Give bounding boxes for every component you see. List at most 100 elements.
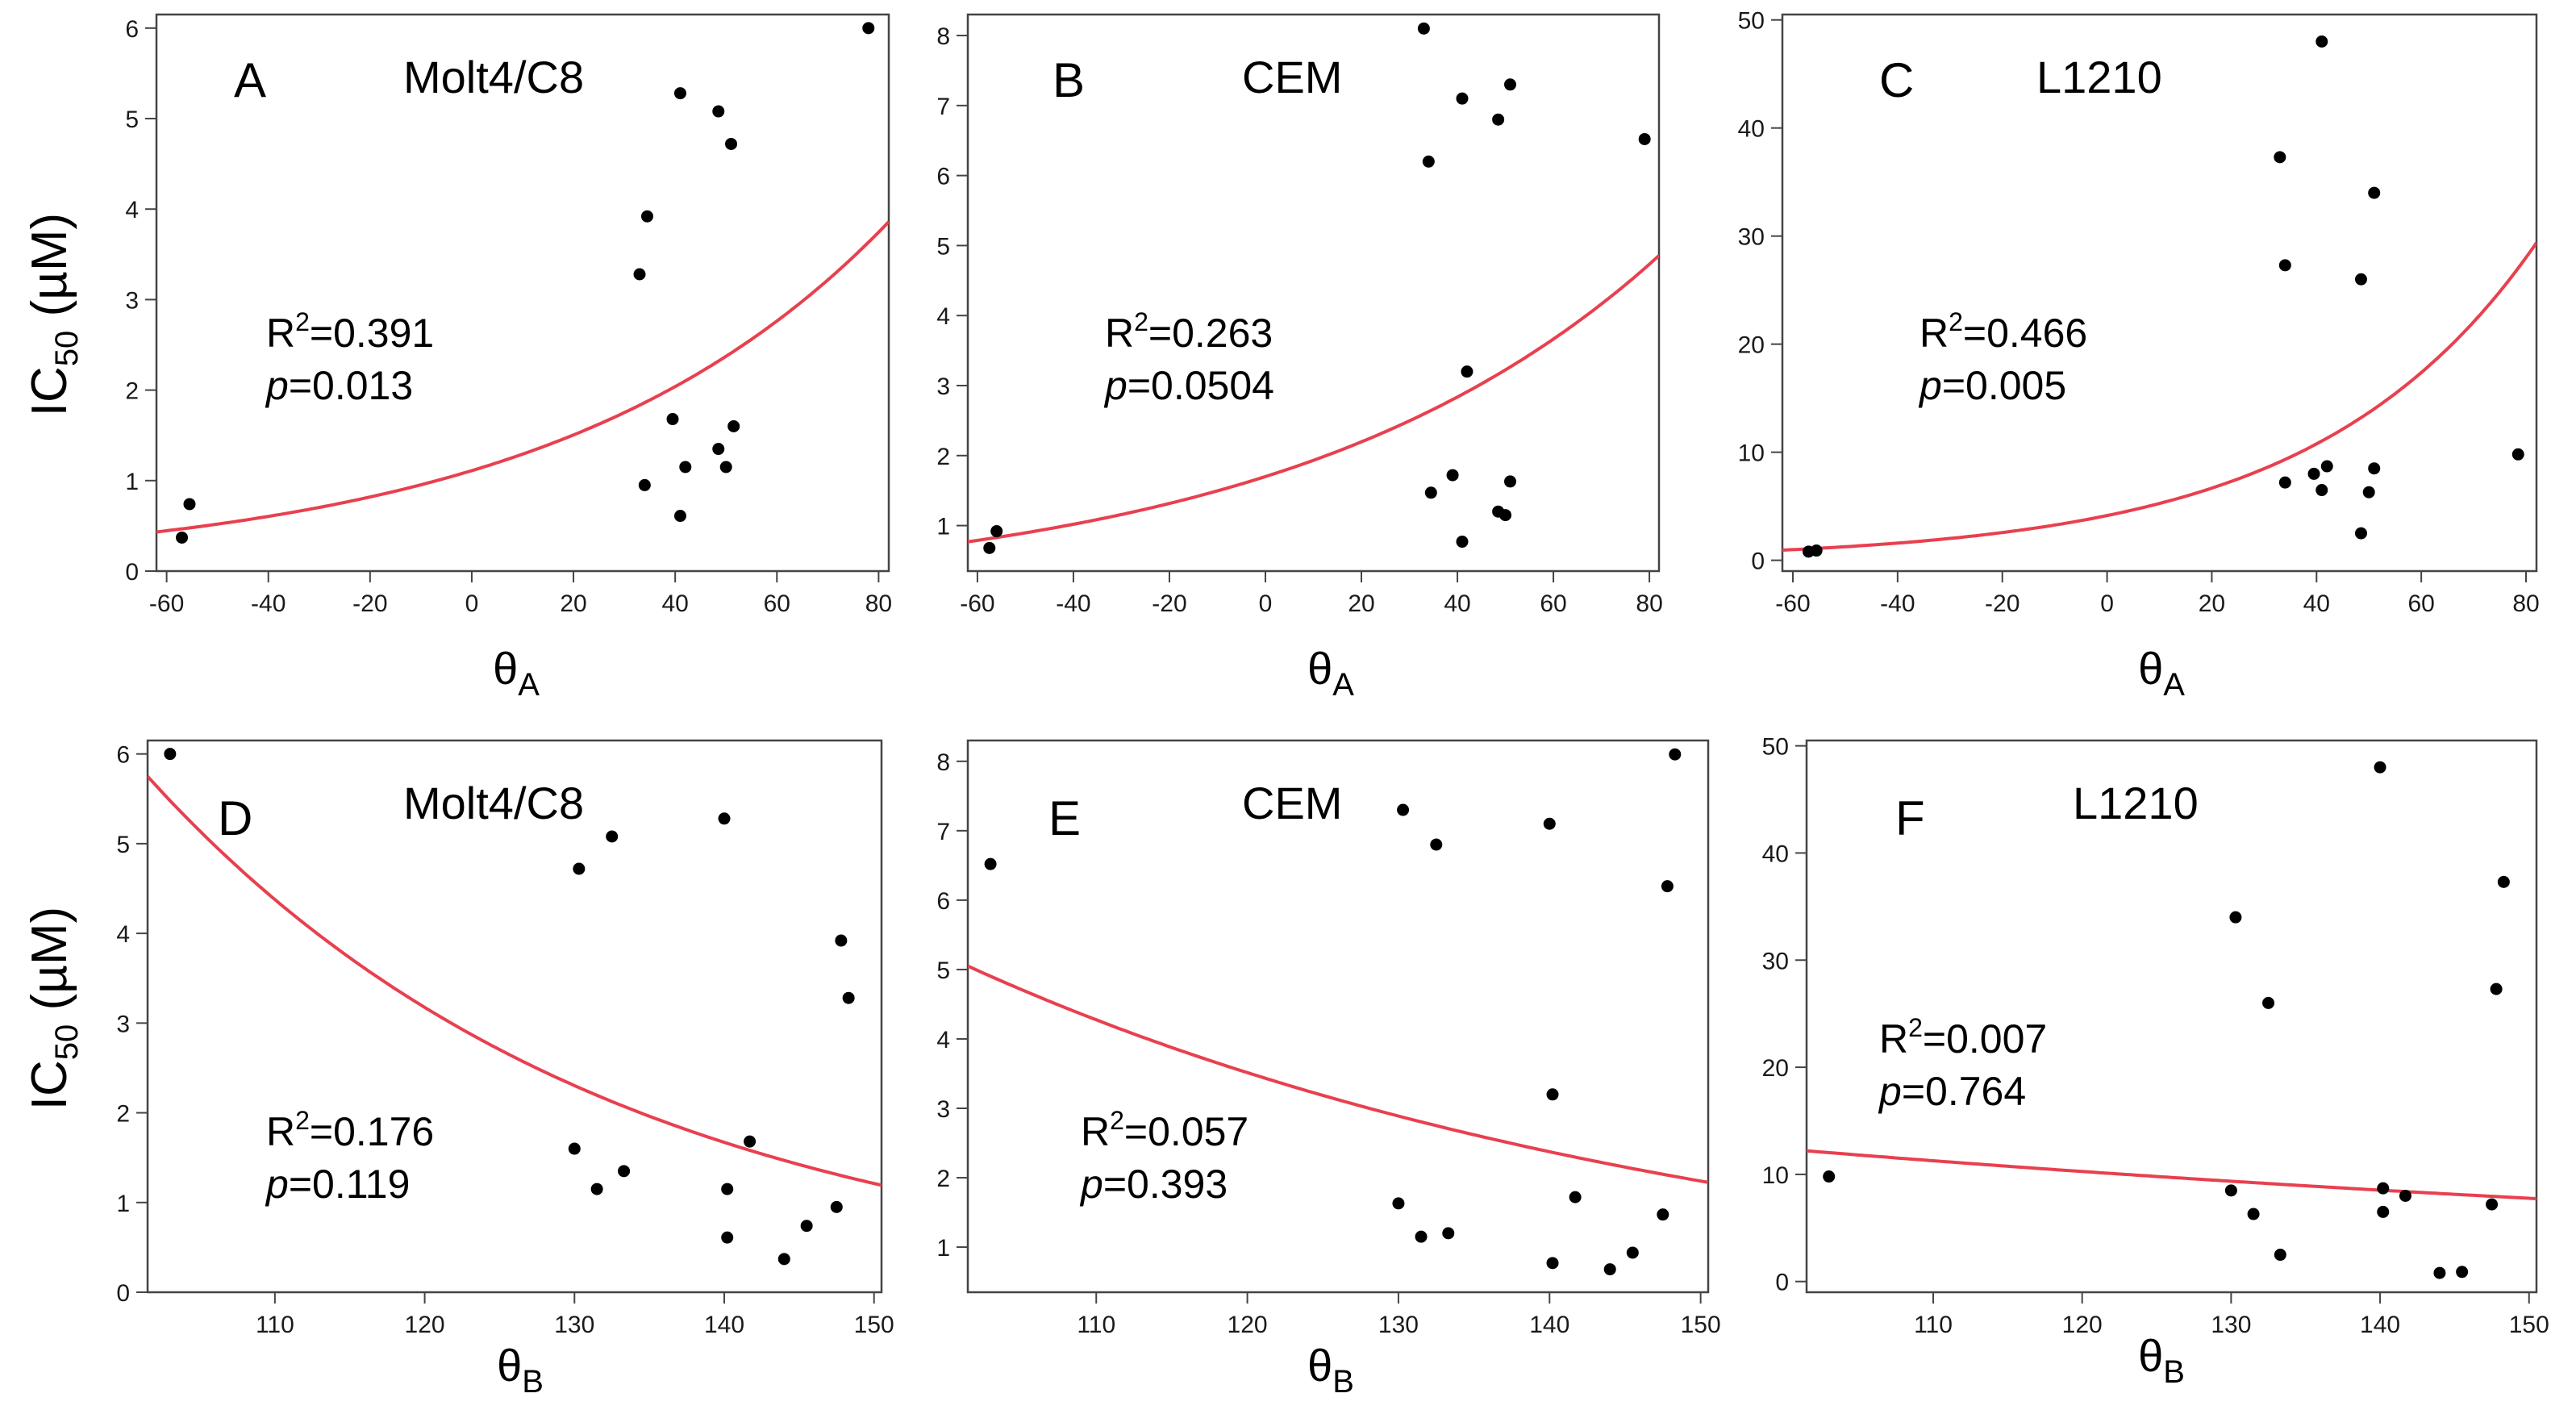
x-tick-label: 20: [2199, 590, 2225, 617]
y-tick-label: 2: [936, 444, 950, 470]
data-point: [1492, 113, 1505, 126]
data-point: [1446, 469, 1459, 482]
plot-frame: [966, 13, 1661, 573]
r-squared-value: =0.391: [310, 311, 434, 356]
y-tick-label: 20: [1738, 332, 1765, 359]
x-tick-label: 130: [2211, 1312, 2251, 1338]
y-tick-label: 50: [1762, 734, 1789, 761]
data-point: [1504, 78, 1517, 91]
y-tick-label: 10: [1762, 1162, 1789, 1189]
x-tick-label: 150: [854, 1312, 894, 1338]
y-tick-label: 50: [1738, 8, 1765, 35]
data-point: [1657, 1208, 1669, 1221]
data-point: [727, 419, 740, 432]
p-value-label: p=0.393: [1079, 1162, 1228, 1207]
fit-curve: [968, 254, 1659, 544]
y-tick-label: 4: [936, 1027, 950, 1053]
x-tick-label: 140: [1529, 1312, 1569, 1338]
panel-letter: C: [1879, 53, 1914, 107]
r-squared-exponent: 2: [1908, 1013, 1923, 1042]
r-squared-symbol: R: [266, 311, 295, 356]
data-point: [638, 478, 651, 491]
y-tick-label: 8: [936, 749, 950, 776]
r-squared-label: R2=0.263: [1105, 307, 1273, 356]
p-value: =0.119: [289, 1162, 411, 1207]
panel-letter: D: [218, 791, 252, 845]
data-point: [1397, 803, 1410, 816]
x-tick-label: 130: [554, 1312, 594, 1338]
y-tick-label: 3: [936, 373, 950, 400]
data-point: [2497, 875, 2510, 888]
p-value-label: p=0.119: [265, 1162, 410, 1207]
cell-line-label: L1210: [2073, 778, 2199, 828]
p-symbol: p: [1079, 1162, 1103, 1207]
data-point: [1569, 1191, 1582, 1204]
y-tick-label: 20: [1762, 1055, 1789, 1082]
y-tick-label: 4: [116, 921, 130, 948]
data-point: [176, 531, 189, 544]
y-tick-label: 4: [125, 197, 139, 223]
data-point: [1461, 365, 1473, 378]
r-squared-symbol: R: [1879, 1016, 1908, 1062]
data-point: [1626, 1246, 1639, 1259]
y-tick-label: 2: [936, 1166, 950, 1192]
x-tick-label: 150: [1681, 1312, 1721, 1338]
y-tick-label: 7: [936, 94, 950, 120]
y-axis-label-bottom: IC50 (µM): [22, 907, 85, 1110]
data-point: [2486, 1198, 2499, 1211]
y-tick-label: 1: [116, 1191, 130, 1217]
y-tick-label: 4: [936, 303, 950, 330]
y-axis-label-top: IC50 (µM): [22, 213, 85, 416]
y-tick-label: 10: [1738, 440, 1765, 467]
data-point: [1422, 155, 1435, 168]
x-tick-label: 80: [865, 590, 892, 617]
y-tick-label: 1: [936, 1235, 950, 1262]
x-tick-label: 140: [704, 1312, 744, 1338]
plot-frame: [1781, 13, 2538, 573]
y-tick-label: 6: [936, 164, 950, 190]
data-point: [1661, 880, 1674, 893]
data-point: [1392, 1197, 1405, 1210]
plot-frame: [155, 13, 890, 573]
plot-frame: [146, 739, 883, 1294]
x-tick-label: -60: [960, 590, 994, 617]
x-tick-label: 40: [661, 590, 688, 617]
y-tick-label: 3: [936, 1096, 950, 1123]
cell-line-label: CEM: [1242, 52, 1342, 102]
p-symbol: p: [1103, 363, 1128, 408]
y-tick-label: 3: [125, 287, 139, 314]
plot-frame: [1805, 739, 2538, 1294]
y-tick-label: 3: [116, 1011, 130, 1037]
data-point: [983, 541, 996, 554]
p-symbol: p: [1878, 1069, 1902, 1114]
y-tick-label: 7: [936, 819, 950, 845]
data-point: [1456, 92, 1469, 105]
x-axis-label-F: θB: [2138, 1330, 2185, 1390]
r-squared-exponent: 2: [1949, 307, 1963, 336]
x-tick-label: 0: [465, 590, 479, 617]
p-symbol: p: [1918, 363, 1942, 408]
data-point: [1823, 1170, 1836, 1183]
y-tick-label: 6: [125, 16, 139, 43]
y-tick-label: 5: [936, 957, 950, 984]
x-tick-label: -60: [149, 590, 184, 617]
data-point: [1430, 838, 1443, 851]
p-value: =0.013: [289, 363, 413, 408]
r-squared-value: =0.007: [1923, 1016, 2047, 1062]
data-point: [712, 105, 725, 118]
data-point: [1543, 817, 1556, 830]
x-tick-label: 0: [2100, 590, 2114, 617]
x-tick-label: 60: [764, 590, 790, 617]
r-squared-symbol: R: [1081, 1109, 1110, 1154]
data-point: [725, 137, 738, 150]
data-point: [568, 1142, 581, 1155]
data-point: [835, 934, 848, 947]
cell-line-label: Molt4/C8: [403, 52, 584, 102]
y-tick-label: 8: [936, 23, 950, 50]
x-tick-label: -60: [1775, 590, 1810, 617]
data-point: [2315, 484, 2328, 497]
data-point: [2362, 486, 2375, 499]
p-value-label: p=0.0504: [1103, 363, 1274, 408]
data-point: [2354, 273, 2367, 286]
cell-line-label: Molt4/C8: [403, 778, 584, 828]
